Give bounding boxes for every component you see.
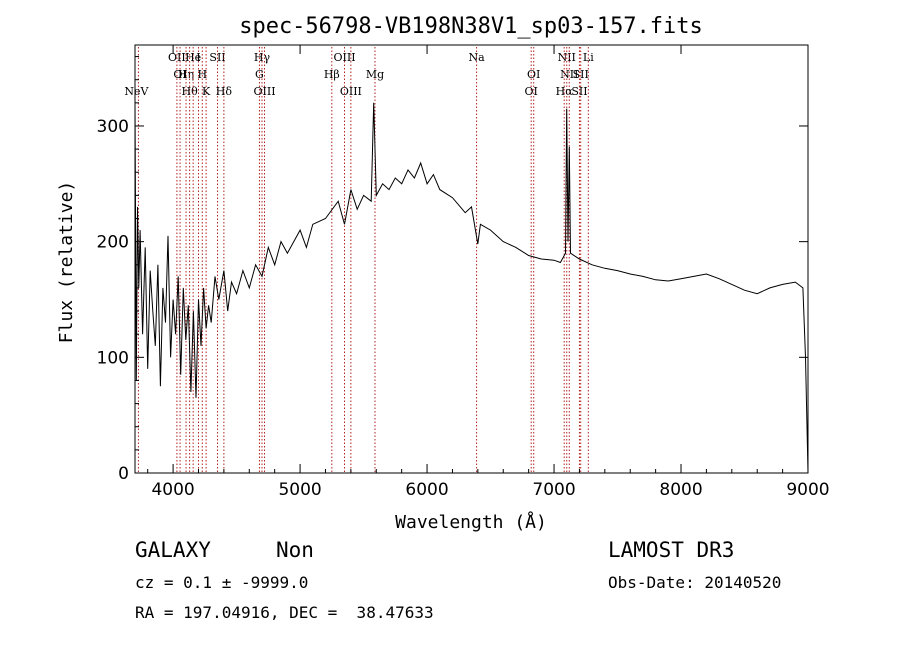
marker-label-12: G: [255, 68, 264, 81]
y-tick-label-200: 200: [97, 233, 129, 253]
coordinates-line: RA = 197.04916, DEC = 38.47633: [135, 603, 434, 622]
marker-label-3: Hη: [178, 68, 194, 81]
marker-label-23: Hα: [556, 85, 574, 98]
y-tick-label-300: 300: [97, 117, 129, 137]
axis-ticks: 4000 5000 6000 7000 8000 9000 0 100 200 300: [97, 45, 830, 500]
marker-label-16: OIII: [340, 85, 362, 98]
marker-label-7: H: [198, 68, 208, 81]
marker-label-1: OII: [168, 51, 186, 64]
marker-label-22: NII: [560, 68, 578, 81]
marker-label-18: Na: [468, 51, 485, 64]
marker-label-17: Mg: [366, 68, 384, 81]
marker-label-25: SII: [571, 85, 587, 98]
y-axis-label: Flux (relative): [56, 181, 77, 344]
marker-label-2: OI: [173, 68, 186, 81]
marker-label-20: OI: [524, 85, 537, 98]
x-tick-label-9000: 9000: [786, 480, 829, 500]
redshift-line: cz = 0.1 ± -9999.0: [135, 573, 309, 592]
marker-label-11: Hγ: [254, 51, 271, 64]
chart-title: spec-56798-VB198N38V1_sp03-157.fits: [239, 14, 703, 39]
spectrum-line: [134, 102, 809, 474]
marker-label-4: Hθ: [181, 85, 198, 98]
marker-label-0: NeV: [124, 85, 149, 98]
x-tick-label-8000: 8000: [659, 480, 702, 500]
obs-date-line: Obs-Date: 20140520: [608, 573, 782, 592]
marker-label-5: He: [185, 51, 201, 64]
spectrum-chart: spec-56798-VB198N38V1_sp03-157.fits NeV O…: [56, 14, 830, 533]
y-tick-label-100: 100: [97, 348, 129, 368]
survey-label: LAMOST DR3: [608, 538, 735, 562]
x-tick-label-6000: 6000: [405, 480, 448, 500]
marker-label-24: SII: [573, 68, 589, 81]
object-class: GALAXY: [135, 538, 211, 562]
marker-label-15: OIII: [333, 51, 355, 64]
plot-frame: [134, 44, 809, 474]
object-subclass: Non: [276, 538, 314, 562]
x-tick-label-4000: 4000: [151, 480, 194, 500]
x-tick-label-5000: 5000: [278, 480, 321, 500]
marker-label-26: Li: [583, 51, 594, 64]
marker-label-14: Hβ: [324, 68, 340, 81]
marker-label-8: K: [202, 85, 211, 98]
marker-label-19: OI: [527, 68, 540, 81]
y-tick-label-0: 0: [118, 464, 129, 484]
marker-label-21: NII: [558, 51, 576, 64]
x-axis-label: Wavelength (Å): [395, 511, 547, 533]
marker-label-9: SII: [209, 51, 225, 64]
marker-label-6: I: [196, 51, 200, 64]
line-markers: NeVOIIOIHηHθHeIHKSIIHδHγGOIIIHβOIIIOIIIM…: [124, 47, 594, 473]
marker-label-10: Hδ: [216, 85, 233, 98]
x-tick-label-7000: 7000: [532, 480, 575, 500]
marker-label-13: OIII: [253, 85, 275, 98]
